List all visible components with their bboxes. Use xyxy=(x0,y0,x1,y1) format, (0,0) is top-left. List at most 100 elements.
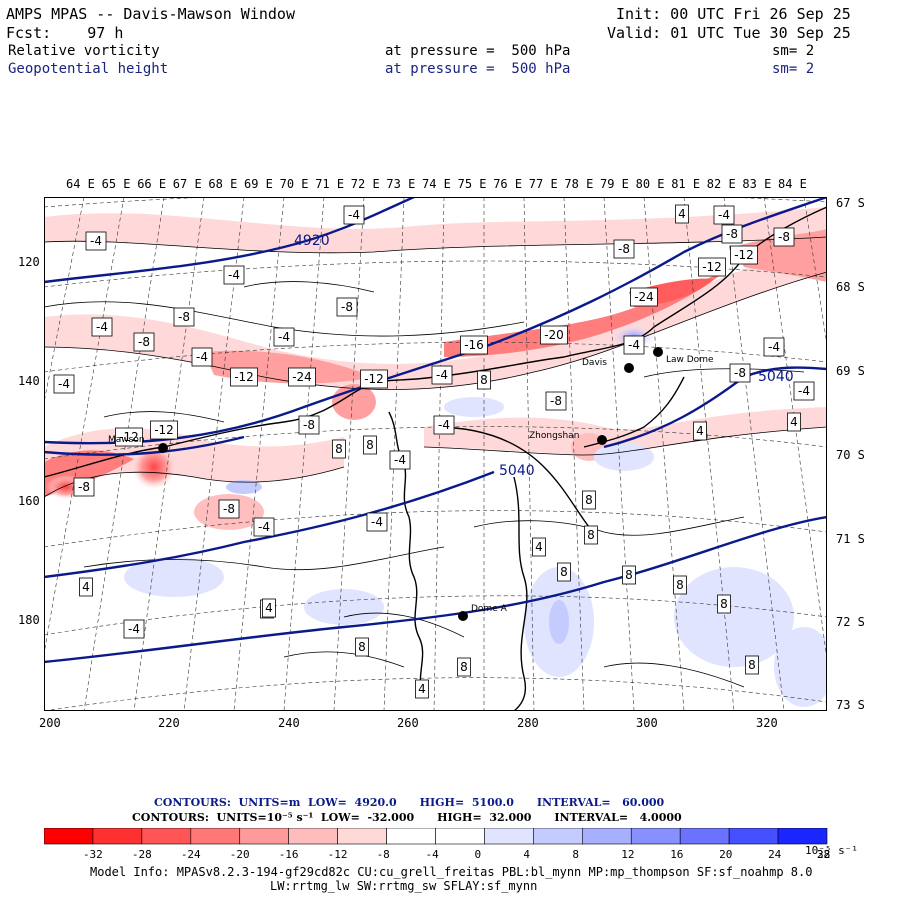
vort-label-text: 8 xyxy=(366,438,374,452)
init-time: Init: 00 UTC Fri 26 Sep 25 xyxy=(616,5,851,23)
colorbar-label: -16 xyxy=(278,848,299,861)
lon-label: 83 E xyxy=(742,177,772,191)
vort-label-text: 8 xyxy=(585,493,593,507)
vort-label-box xyxy=(557,562,571,582)
forecast-hour: Fcst: 97 h xyxy=(6,24,124,42)
vort-label-box xyxy=(366,512,388,532)
lon-label: 66 E xyxy=(137,177,167,191)
colorbar-label: -8 xyxy=(376,848,390,861)
station-markers: Mawson Davis Zhongshan Law Dome Dome A xyxy=(108,347,714,621)
colorbar-label: -20 xyxy=(229,848,250,861)
y-tick-label: 120 xyxy=(18,255,40,269)
vort-label-text: -8 xyxy=(778,230,790,244)
colorbar-swatch xyxy=(92,828,143,845)
colorbar-label: 8 xyxy=(572,848,579,861)
vort-label-text: 4 xyxy=(790,415,798,429)
vort-label-text: -8 xyxy=(223,502,235,516)
vort-label-text: -8 xyxy=(178,310,190,324)
vort-label-box xyxy=(53,374,75,394)
height-label-5040-b: 5040 xyxy=(758,369,794,385)
x-tick-label: 240 xyxy=(278,716,300,730)
vorticity-map: 4920 5040 5040 -4 -4 -8 -8 -4 -8 -4 -4 -4 -12 -24 -… xyxy=(44,197,827,711)
vort-label-text: -16 xyxy=(464,338,484,352)
colorbar-label: -24 xyxy=(180,848,201,861)
vort-label-box xyxy=(218,499,240,519)
vort-label-text: 8 xyxy=(720,597,728,611)
vort-label-text: -12 xyxy=(702,260,722,274)
vort-label-text: 8 xyxy=(460,660,468,674)
vort-label-text: -4 xyxy=(348,208,360,222)
vort-label-box xyxy=(675,204,689,224)
vort-label-box xyxy=(79,577,93,597)
vort-label-box xyxy=(745,655,759,675)
colorbar xyxy=(44,828,828,845)
y-tick-label: 180 xyxy=(18,613,40,627)
vort-label-text: -12 xyxy=(119,430,139,444)
positive-vorticity-shading xyxy=(124,325,827,707)
lat-label: 68 S xyxy=(836,280,865,294)
vort-label-box xyxy=(73,477,95,497)
vort-label-text: -4 xyxy=(96,320,108,334)
vort-label-text: -4 xyxy=(628,338,640,352)
lon-label: 68 E xyxy=(208,177,238,191)
colorbar-label: 4 xyxy=(523,848,530,861)
vort-label-box xyxy=(477,370,491,390)
vort-label-box xyxy=(787,412,801,432)
valid-time: Valid: 01 UTC Tue 30 Sep 25 xyxy=(607,24,851,42)
vort-label-text: -4 xyxy=(258,520,270,534)
vort-label-text: 8 xyxy=(560,565,568,579)
lon-label: 69 E xyxy=(244,177,273,191)
colorbar-label: 16 xyxy=(670,848,684,861)
vort-label-text: -4 xyxy=(768,340,780,354)
vort-label-box xyxy=(332,439,346,459)
vort-label-box xyxy=(336,297,358,317)
vort-label-text: -8 xyxy=(618,242,630,256)
vort-label-box xyxy=(721,224,743,244)
lon-label: 72 E xyxy=(350,177,380,191)
lon-label: 65 E xyxy=(101,177,131,191)
vort-label-text: -4 xyxy=(798,384,810,398)
lon-label: 71 E xyxy=(315,177,345,191)
vort-label-text: -12 xyxy=(734,248,754,262)
colorbar-swatch xyxy=(44,828,94,845)
colorbar-swatch xyxy=(728,828,779,845)
vort-label-box xyxy=(698,257,726,277)
field2-level: at pressure = 500 hPa xyxy=(385,61,571,77)
vort-label-text: -8 xyxy=(78,480,90,494)
lat-label: 67 S xyxy=(836,196,865,210)
vort-label-text: -8 xyxy=(550,394,562,408)
x-tick-label: 320 xyxy=(756,716,778,730)
lon-label: 74 E xyxy=(422,177,451,191)
lon-label: 64 E xyxy=(66,177,95,191)
vort-label-box xyxy=(623,335,645,355)
vort-label-text: -4 xyxy=(58,377,70,391)
x-tick-label: 200 xyxy=(39,716,61,730)
colorbar-swatch xyxy=(679,828,730,845)
vort-label-text: 4 xyxy=(82,580,90,594)
vort-label-text: 4 xyxy=(535,540,543,554)
station-zhongshan-marker xyxy=(597,435,607,445)
station-domea-marker xyxy=(458,611,468,621)
vort-label-text: -4 xyxy=(371,515,383,529)
station-mawson-label: Mawson xyxy=(108,435,145,445)
vort-label-text: -4 xyxy=(394,453,406,467)
vort-label-box xyxy=(433,415,455,435)
vort-label-text: -8 xyxy=(341,300,353,314)
vort-label-text: -8 xyxy=(726,227,738,241)
model-info-line1: Model Info: MPASv8.2.3-194-gf29cd82c CU:… xyxy=(90,865,813,879)
colorbar-swatch xyxy=(777,828,828,845)
vort-label-box xyxy=(360,369,388,389)
station-lawdome-marker xyxy=(653,347,663,357)
vort-label-text: -4 xyxy=(436,368,448,382)
colorbar-label: 32 xyxy=(817,848,831,861)
vort-label-box xyxy=(288,367,316,387)
colorbar-swatch xyxy=(239,828,289,845)
lon-label: 77 E xyxy=(528,177,558,191)
vort-label-text: 4 xyxy=(678,207,686,221)
colorbar-label: 24 xyxy=(768,848,782,861)
lon-label: 84 E xyxy=(778,177,807,191)
vort-label-box xyxy=(355,637,369,657)
y-tick-label: 160 xyxy=(18,494,40,508)
vort-label-box xyxy=(150,420,178,440)
vort-label-box xyxy=(389,450,411,470)
